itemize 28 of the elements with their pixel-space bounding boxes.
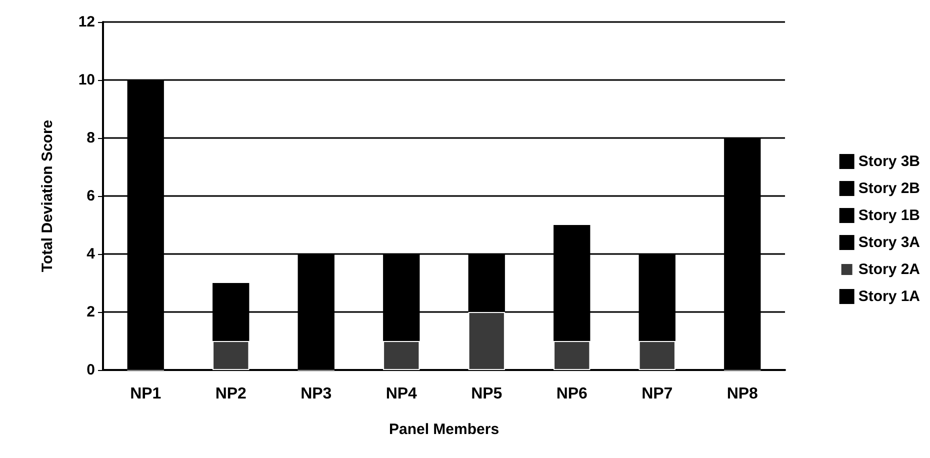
y-tick-label: 12 [78, 14, 95, 30]
legend-label: Story 3B [858, 153, 920, 170]
bar [383, 341, 420, 370]
legend-label: Story 2A [858, 261, 920, 278]
x-axis-title: Panel Members [388, 421, 500, 438]
x-tick-label: NP6 [556, 386, 588, 402]
x-tick-label: NP7 [642, 386, 673, 402]
bar [468, 312, 505, 370]
x-tick-label: NP4 [386, 386, 418, 402]
legend-label: Story 1B [858, 207, 920, 224]
legend-label: Story 2B [858, 180, 920, 197]
legend-label: Story 1A [858, 288, 920, 305]
y-tick-label: 2 [86, 304, 95, 320]
legend-label: Story 3A [858, 234, 920, 251]
bar [212, 341, 250, 370]
x-tick-label: NP1 [130, 386, 162, 402]
x-tick-label: NP5 [471, 386, 502, 402]
y-tick-label: 6 [86, 188, 95, 204]
y-axis-title: Total Deviation Score [39, 120, 56, 272]
x-tick-label: NP3 [300, 386, 332, 402]
bar [638, 341, 676, 370]
y-tick-label: 8 [86, 130, 95, 146]
bar [554, 341, 590, 370]
y-tick-label: 10 [78, 72, 95, 88]
y-tick-label: 0 [86, 362, 95, 378]
x-tick-label: NP8 [726, 386, 758, 402]
x-tick-label: NP2 [215, 386, 247, 402]
y-tick-label: 4 [86, 246, 96, 262]
